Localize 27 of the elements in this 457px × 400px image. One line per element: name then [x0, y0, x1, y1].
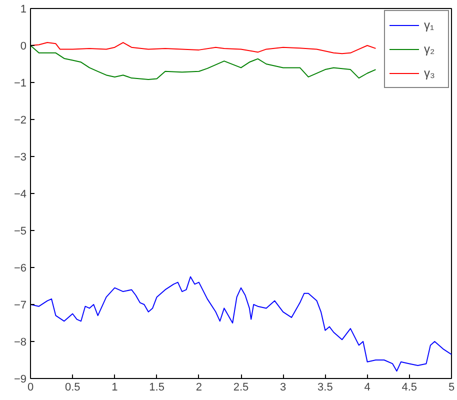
y-tick-label: 1	[20, 4, 27, 16]
y-tick-label: −5	[14, 226, 27, 238]
line-series	[30, 276, 452, 372]
x-tick-label: 1.5	[149, 382, 164, 394]
legend-label: γ₂	[424, 42, 436, 56]
y-tick-label: −4	[14, 188, 27, 200]
y-tick-label: −7	[14, 300, 27, 312]
legend-label: γ₃	[424, 66, 436, 80]
y-tick-label: −2	[14, 114, 27, 126]
x-tick-label: 2.5	[233, 382, 249, 394]
x-tick-label: 1	[112, 382, 118, 394]
x-tick-label: 4	[364, 382, 370, 394]
legend-label: γ₁	[424, 18, 436, 32]
x-tick-label: 3.5	[318, 382, 333, 394]
line-series	[30, 45, 376, 80]
y-tick-label: −6	[14, 262, 27, 274]
y-tick-label: −3	[14, 152, 27, 164]
x-tick-label: 2	[196, 382, 202, 394]
y-tick-label: −1	[14, 78, 27, 90]
x-tick-label: 3	[280, 382, 286, 394]
x-tick-label: 0.5	[64, 382, 80, 394]
y-tick-label: −8	[14, 336, 27, 348]
y-tick-label: −9	[14, 374, 27, 386]
x-tick-label: 4.5	[402, 382, 418, 394]
y-tick-label: 0	[20, 40, 27, 52]
line-series	[30, 42, 376, 54]
x-tick-label: 5	[448, 382, 455, 394]
